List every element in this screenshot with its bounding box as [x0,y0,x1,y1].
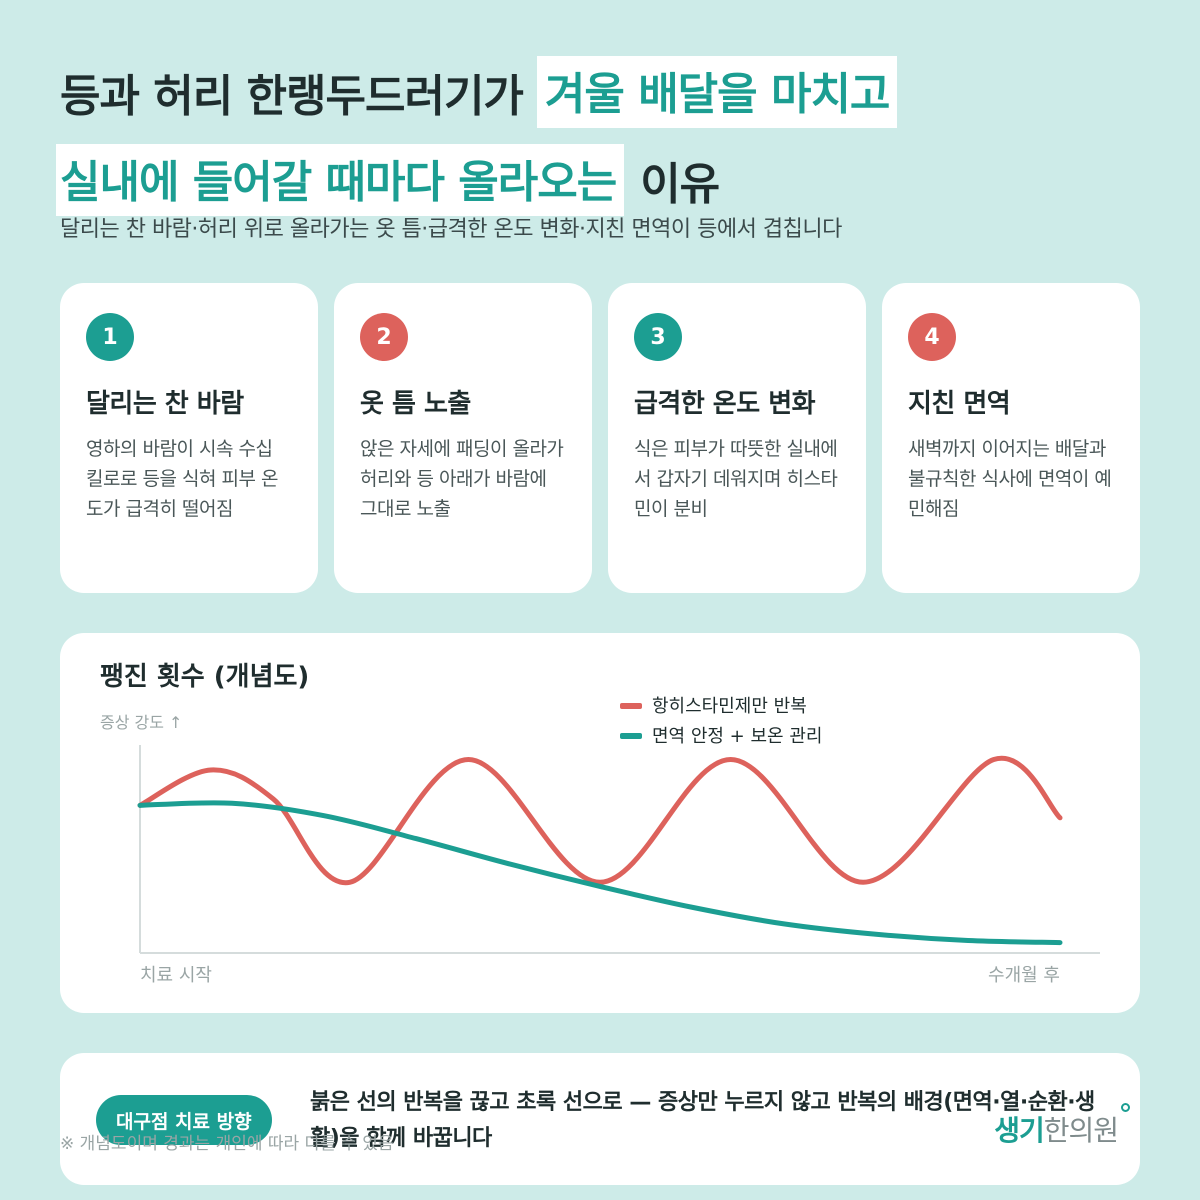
title-highlight-2: 실내에 들어갈 때마다 올라오는 [56,144,625,216]
card-description: 새벽까지 이어지는 배달과 불규칙한 식사에 면역이 예민해짐 [908,438,1112,520]
legend-swatch-series-1 [620,703,642,709]
cause-card-1: 1 달리는 찬 바람 영하의 바람이 시속 수십 킬로로 등을 식혀 피부 온도… [60,283,318,593]
treatment-direction-badge: 대구점 치료 방향 [96,1095,272,1145]
title-plain-1: 등과 허리 한랭두드러기가 [60,71,524,122]
footnote: ※ 개념도이며 경과는 개인에 따라 다를 수 있음 [60,1134,394,1154]
cause-card-3: 3 급격한 온도 변화 식은 피부가 따뜻한 실내에서 갑자기 데워지며 히스타… [608,283,866,593]
chart-title: 팽진 횟수 (개념도) [100,662,309,692]
card-title: 급격한 온도 변화 [634,389,816,419]
card-title: 지친 면역 [908,389,1011,419]
page-title: 등과 허리 한랭두드러기가 겨울 배달을 마치고 실내에 들어갈 때마다 올라오… [56,52,1150,220]
cause-card-4: 4 지친 면역 새벽까지 이어지는 배달과 불규칙한 식사에 면역이 예민해짐 [882,283,1140,593]
logo-text-2: 한의원 [1043,1114,1119,1147]
card-description: 식은 피부가 따뜻한 실내에서 갑자기 데워지며 히스타민이 분비 [634,438,838,520]
card-description: 영하의 바람이 시속 수십 킬로로 등을 식혀 피부 온도가 급격히 떨어짐 [86,438,278,520]
title-plain-2: 이유 [640,159,720,210]
concept-line-chart: 팽진 횟수 (개념도) 증상 강도 ↑ 치료 시작 수개월 후 항히스타민제만 … [100,662,1100,986]
card-number-badge: 3 [634,313,682,361]
card-title: 달리는 찬 바람 [86,389,244,419]
card-number-badge: 1 [86,313,134,361]
treatment-direction-card: 대구점 치료 방향 붉은 선의 반복을 끊고 초록 선으로 — 증상만 누르지 … [60,1053,1140,1185]
series-line-1 [137,755,1063,885]
legend: 항히스타민제만 반복 면역 안정 + 보온 관리 [620,696,822,747]
card-description: 앉은 자세에 패딩이 올라가 허리와 등 아래가 바람에 그대로 노출 [360,438,564,520]
y-axis-label: 증상 강도 ↑ [100,713,182,732]
clinic-logo: 생기한의원 [994,1103,1130,1149]
subtitle: 달리는 찬 바람·허리 위로 올라가는 옷 틈·급격한 온도 변화·지친 면역이… [60,217,842,242]
x-tick-label-start: 치료 시작 [140,965,212,986]
card-number-badge: 2 [360,313,408,361]
card-number-badge: 4 [908,313,956,361]
card-title: 옷 틈 노출 [360,389,471,419]
logo-text-1: 생기 [994,1114,1045,1147]
x-tick-label-end: 수개월 후 [988,965,1060,986]
logo-dot-icon [1121,1103,1130,1112]
title-line-1: 등과 허리 한랭두드러기가 겨울 배달을 마치고 [60,52,1150,132]
title-highlight-1: 겨울 배달을 마치고 [536,56,898,128]
chart-card: 팽진 횟수 (개념도) 증상 강도 ↑ 치료 시작 수개월 후 항히스타민제만 … [60,633,1140,1013]
cause-card-2: 2 옷 틈 노출 앉은 자세에 패딩이 올라가 허리와 등 아래가 바람에 그대… [334,283,592,593]
series-line-2 [137,800,1063,946]
legend-label-series-2: 면역 안정 + 보온 관리 [652,726,822,747]
series-layer [137,755,1063,946]
legend-swatch-series-2 [620,733,642,739]
legend-label-series-1: 항히스타민제만 반복 [652,696,807,717]
cause-cards: 1 달리는 찬 바람 영하의 바람이 시속 수십 킬로로 등을 식혀 피부 온도… [60,283,1140,593]
treatment-message: 붉은 선의 반복을 끊고 초록 선으로 — 증상만 누르지 않고 반복의 배경(… [310,1090,1095,1151]
title-line-2: 실내에 들어갈 때마다 올라오는 이유 [56,140,1150,220]
